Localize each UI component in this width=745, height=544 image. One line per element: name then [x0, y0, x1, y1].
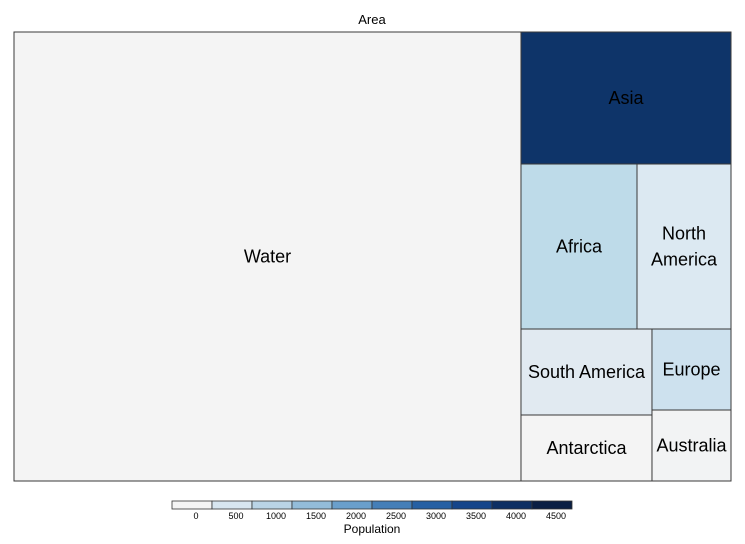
- tile-europe: Europe: [651, 328, 732, 411]
- tile-rect-antarctica: [520, 414, 653, 482]
- treemap-tiles: Water Asia Africa North America South America…: [13, 31, 732, 482]
- tile-australia: Australia: [651, 409, 732, 482]
- legend-tick-3000: 3000: [426, 511, 446, 521]
- tile-rect-north-america: [636, 163, 732, 330]
- tile-water: Water: [13, 31, 522, 482]
- tile-north-america: North America: [636, 163, 732, 330]
- tile-label-australia: Australia: [656, 436, 727, 456]
- legend-tick-4500: 4500: [546, 511, 566, 521]
- chart-title: Area: [358, 12, 386, 27]
- tile-label-asia: Asia: [608, 88, 644, 108]
- population-legend: 0 500 1000 1500 2000 2500 3000 3500 4000 4500 Pop…: [171, 500, 573, 536]
- tile-label-africa: Africa: [556, 237, 603, 257]
- tile-rect-africa: [520, 163, 638, 330]
- legend-swatch-5: [371, 500, 413, 510]
- tile-rect-asia: [520, 31, 732, 165]
- legend-swatch-0: [171, 500, 213, 510]
- legend-tick-1000: 1000: [266, 511, 286, 521]
- legend-swatch-3: [291, 500, 333, 510]
- legend-swatch-4: [331, 500, 373, 510]
- legend-tick-0: 0: [193, 511, 198, 521]
- tile-label-south-america: South America: [528, 362, 646, 382]
- legend-tick-2000: 2000: [346, 511, 366, 521]
- legend-swatch-9: [531, 500, 573, 510]
- legend-swatch-8: [491, 500, 533, 510]
- legend-title: Population: [344, 522, 401, 536]
- tile-africa: Africa: [520, 163, 638, 330]
- legend-tick-500: 500: [228, 511, 243, 521]
- legend-swatches: [171, 500, 573, 510]
- legend-tick-1500: 1500: [306, 511, 326, 521]
- tile-label-antarctica: Antarctica: [546, 438, 627, 458]
- tile-rect-australia: [651, 409, 732, 482]
- tile-label-water: Water: [244, 247, 291, 267]
- legend-swatch-6: [411, 500, 453, 510]
- tile-label-europe: Europe: [662, 360, 720, 380]
- tile-south-america: South America: [520, 328, 653, 416]
- legend-swatch-2: [251, 500, 293, 510]
- legend-tick-4000: 4000: [506, 511, 526, 521]
- legend-swatch-1: [211, 500, 253, 510]
- tile-rect-europe: [651, 328, 732, 411]
- tile-antarctica: Antarctica: [520, 414, 653, 482]
- tile-rect-water: [13, 31, 522, 482]
- tile-label-north-america-1: North: [662, 224, 706, 244]
- legend-tick-3500: 3500: [466, 511, 486, 521]
- legend-tick-2500: 2500: [386, 511, 406, 521]
- tile-label-north-america-2: America: [651, 250, 718, 270]
- tile-rect-south-america: [520, 328, 653, 416]
- legend-ticks: 0 500 1000 1500 2000 2500 3000 3500 4000 4500: [193, 511, 566, 521]
- tile-asia: Asia: [520, 31, 732, 165]
- legend-swatch-7: [451, 500, 493, 510]
